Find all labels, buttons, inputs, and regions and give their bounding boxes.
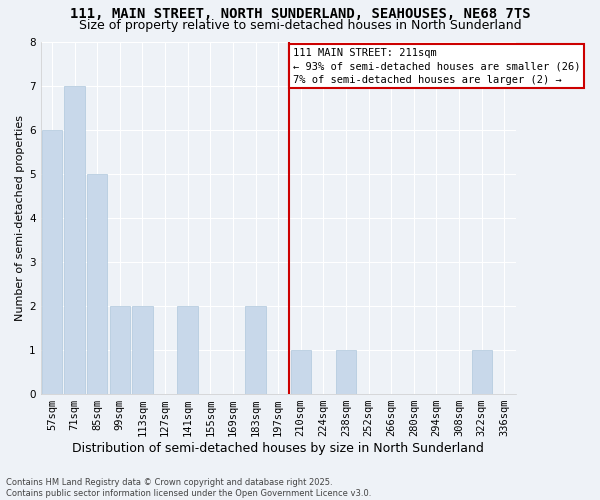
Bar (178, 306, 198, 394)
Bar (472, 350, 492, 394)
Text: 111 MAIN STREET: 211sqm
← 93% of semi-detached houses are smaller (26)
7% of sem: 111 MAIN STREET: 211sqm ← 93% of semi-de… (293, 48, 580, 84)
Bar (336, 350, 356, 394)
Bar (132, 306, 152, 394)
Bar (87, 174, 107, 394)
Text: Size of property relative to semi-detached houses in North Sunderland: Size of property relative to semi-detach… (79, 19, 521, 32)
Text: Contains HM Land Registry data © Crown copyright and database right 2025.
Contai: Contains HM Land Registry data © Crown c… (6, 478, 371, 498)
Text: 111, MAIN STREET, NORTH SUNDERLAND, SEAHOUSES, NE68 7TS: 111, MAIN STREET, NORTH SUNDERLAND, SEAH… (70, 8, 530, 22)
Bar (290, 350, 311, 394)
Bar (110, 306, 130, 394)
Bar (245, 306, 266, 394)
Bar (42, 130, 62, 394)
Y-axis label: Number of semi-detached properties: Number of semi-detached properties (15, 115, 25, 321)
X-axis label: Distribution of semi-detached houses by size in North Sunderland: Distribution of semi-detached houses by … (72, 442, 484, 455)
Bar (64, 86, 85, 394)
